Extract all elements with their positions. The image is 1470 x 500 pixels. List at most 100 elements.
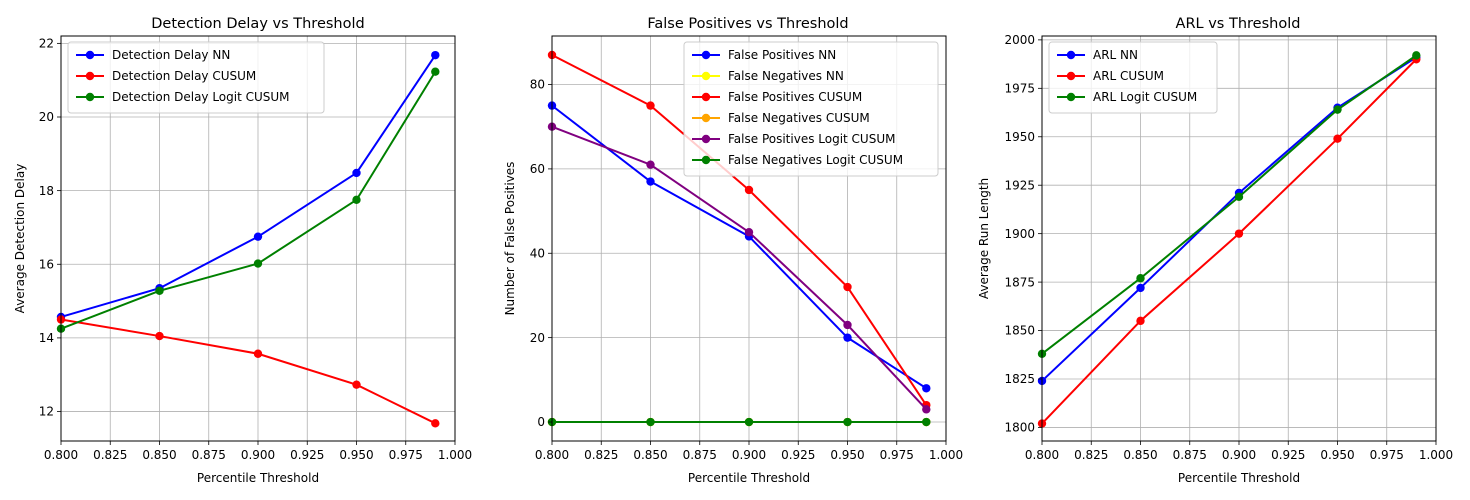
y-tick-label: 22 [39, 37, 54, 51]
data-point [1333, 134, 1342, 143]
legend-swatch-marker [1066, 71, 1076, 81]
y-tick-label: 80 [530, 78, 545, 92]
data-point [431, 419, 440, 428]
y-tick-labels: 1800 1825 1850 1875 1900 1925 1950 1975 2000 [1004, 33, 1042, 435]
legend-swatch-marker [701, 92, 711, 102]
legend-label: Detection Delay CUSUM [112, 69, 256, 83]
legend-swatch-marker [85, 71, 95, 81]
legend-label: False Negatives CUSUM [728, 111, 870, 125]
x-axis-label: Percentile Threshold [197, 471, 319, 485]
x-tick-label: 0.925 [781, 448, 815, 462]
data-point [253, 349, 263, 358]
x-tick-label: 0.975 [389, 448, 423, 462]
data-point [253, 232, 263, 241]
plot-series [56, 50, 440, 428]
legend-swatch-marker [701, 50, 711, 60]
legend-swatch-marker [85, 50, 95, 60]
x-tick-label: 0.825 [93, 448, 127, 462]
y-tick-label: 40 [530, 246, 545, 260]
x-tick-label: 0.875 [192, 448, 226, 462]
x-tick-labels: 0.800 0.825 0.850 0.875 0.900 0.925 0.950 0.975… [1025, 441, 1453, 462]
data-point [744, 185, 754, 195]
data-point [1234, 229, 1244, 238]
data-point [744, 417, 754, 427]
data-point [646, 177, 655, 186]
x-tick-label: 1.000 [438, 448, 472, 462]
y-tick-label: 16 [39, 257, 54, 271]
legend-label: False Positives Logit CUSUM [728, 132, 895, 146]
x-tick-label: 0.950 [339, 448, 373, 462]
chart-detection-delay: Detection Delay vs Threshold 0.800 0.825 0… [13, 16, 472, 485]
legend-label: ARL CUSUM [1093, 69, 1164, 83]
y-tick-label: 20 [39, 110, 54, 124]
legend-swatch-marker [701, 134, 711, 144]
x-tick-label: 0.850 [1123, 448, 1157, 462]
data-point [922, 405, 931, 414]
data-point [843, 333, 852, 342]
y-tick-label: 20 [530, 331, 545, 345]
x-tick-label: 0.850 [142, 448, 176, 462]
legend-label: Detection Delay NN [112, 48, 230, 62]
data-point [1136, 274, 1145, 283]
legend-label: False Negatives NN [728, 69, 844, 83]
data-point [352, 195, 361, 205]
legend-box [683, 41, 939, 177]
legend-box [67, 41, 325, 114]
y-tick-label: 1975 [1004, 82, 1035, 96]
x-tick-label: 0.875 [1173, 448, 1207, 462]
x-tick-label: 0.800 [535, 448, 569, 462]
legend-box [1048, 41, 1218, 114]
legend-swatch-marker [1066, 50, 1076, 60]
y-tick-label: 18 [39, 184, 54, 198]
x-tick-label: 0.950 [1320, 448, 1354, 462]
data-point [253, 259, 263, 268]
y-tick-label: 14 [39, 331, 54, 345]
legend-label: ARL Logit CUSUM [1093, 90, 1197, 104]
legend: ARL NN ARL CUSUM ARL Logit CUSUM [1048, 41, 1218, 114]
y-tick-label: 1900 [1004, 227, 1035, 241]
data-point [155, 331, 164, 341]
x-tick-label: 0.800 [44, 448, 78, 462]
y-tick-labels: 12 14 16 18 20 22 [39, 37, 61, 419]
y-tick-label: 1800 [1004, 421, 1035, 435]
x-tick-label: 0.900 [732, 448, 766, 462]
x-tick-label: 0.875 [683, 448, 717, 462]
x-tick-label: 0.975 [1370, 448, 1404, 462]
chart-title: Detection Delay vs Threshold [151, 16, 364, 32]
chart-title: False Positives vs Threshold [647, 16, 848, 32]
y-tick-label: 0 [537, 415, 545, 429]
chart-false-positives: False Positives vs Threshold 0.800 0.825 0… [503, 16, 963, 485]
series [56, 67, 440, 333]
y-tick-label: 1850 [1004, 324, 1035, 338]
legend-label: ARL NN [1093, 48, 1138, 62]
y-axis-label: Number of False Positives [503, 162, 517, 316]
legend: Detection Delay NN Detection Delay CUSUM D… [67, 41, 325, 114]
data-point [744, 227, 754, 237]
data-point [922, 417, 931, 427]
x-axis-label: Percentile Threshold [688, 471, 810, 485]
data-point [646, 417, 655, 427]
data-point [1333, 105, 1342, 114]
x-tick-label: 0.950 [830, 448, 864, 462]
x-tick-label: 0.825 [584, 448, 618, 462]
y-axis-label: Average Detection Delay [13, 164, 27, 314]
x-tick-label: 0.975 [880, 448, 914, 462]
x-tick-label: 0.925 [1271, 448, 1305, 462]
x-tick-label: 1.000 [1419, 448, 1453, 462]
x-tick-label: 0.925 [290, 448, 324, 462]
series [1037, 51, 1421, 358]
plot-series [547, 50, 931, 427]
data-point [352, 380, 361, 389]
data-point [1136, 316, 1145, 326]
x-axis-label: Percentile Threshold [1178, 471, 1300, 485]
y-tick-label: 1825 [1004, 372, 1035, 386]
data-point [431, 67, 440, 76]
chart-arl: ARL vs Threshold 0.800 0.825 0.850 0.875 0.9… [977, 16, 1453, 485]
legend-label: Detection Delay Logit CUSUM [112, 90, 290, 104]
y-tick-label: 60 [530, 162, 545, 176]
series [547, 417, 931, 427]
x-tick-label: 0.900 [241, 448, 275, 462]
data-point [1136, 283, 1145, 293]
x-tick-label: 0.825 [1074, 448, 1108, 462]
y-axis-label: Average Run Length [977, 178, 991, 299]
